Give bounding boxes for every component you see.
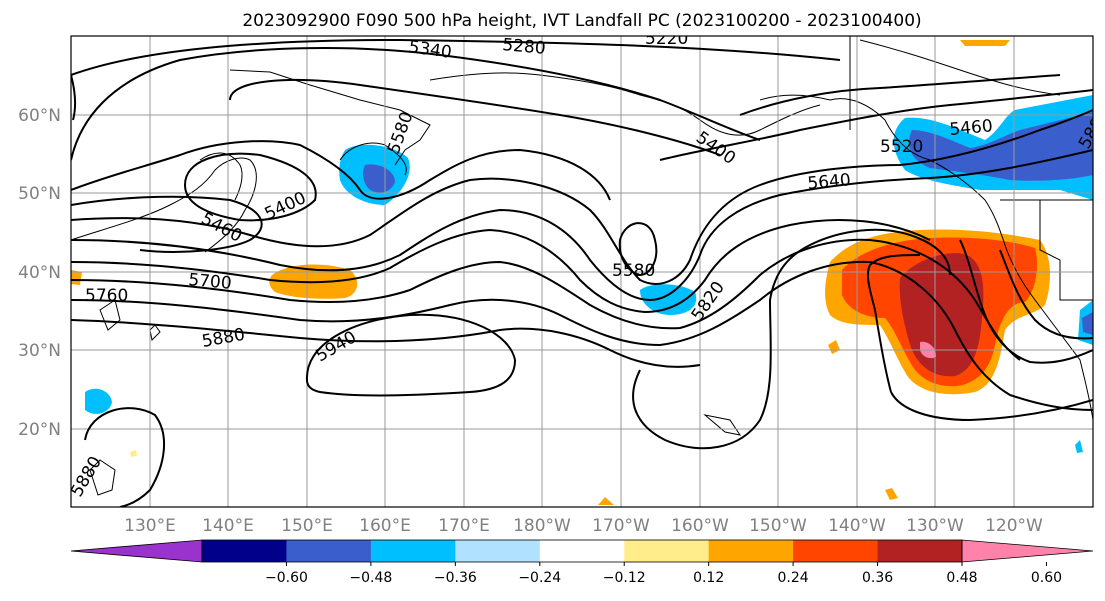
- figure-title: 2023092900 F090 500 hPa height, IVT Land…: [242, 11, 921, 31]
- lon-label-180w: 180°W: [513, 516, 571, 536]
- contour-label-5460-east: 5460: [949, 116, 994, 140]
- ivt-fill-positive-east-pacific: [598, 229, 1050, 505]
- latitude-labels: 60°N 50°N 40°N 30°N 20°N: [18, 106, 61, 440]
- colorbar-tick-label: 0.48: [946, 570, 977, 586]
- lat-label-40n: 40°N: [18, 263, 61, 283]
- lon-label-170w: 170°W: [592, 516, 650, 536]
- lat-label-50n: 50°N: [18, 184, 61, 204]
- colorbar-tick-label: −0.12: [603, 570, 646, 586]
- longitude-labels: 130°E 140°E 150°E 160°E 170°E 180°W 170°…: [124, 516, 1043, 536]
- contour-label-5700: 5700: [188, 270, 233, 294]
- ivt-fill-negative: [85, 95, 1093, 453]
- lat-label-60n: 60°N: [18, 106, 61, 126]
- colorbar-tick-label: −0.60: [265, 570, 308, 586]
- lon-label-160e: 160°E: [359, 516, 411, 536]
- colorbar-tick-label: −0.36: [434, 570, 477, 586]
- colorbar-swatch: [286, 540, 372, 562]
- lon-label-150e: 150°E: [281, 516, 333, 536]
- map-panel: 5340 5280 5220 5580 5400 5460 5400 5460 …: [71, 29, 1093, 507]
- colorbar-swatch: [539, 540, 625, 562]
- colorbar-tick-label: 0.24: [778, 570, 809, 586]
- colorbar-swatch: [370, 540, 456, 562]
- map-frame: [70, 35, 1094, 508]
- colorbar-extend-low: [70, 539, 203, 563]
- colorbar-swatch: [793, 540, 879, 562]
- colorbar-swatch: [877, 540, 963, 562]
- lon-label-160w: 160°W: [671, 516, 729, 536]
- colorbar-swatch: [624, 540, 710, 562]
- colorbar-tick-label: 0.60: [1031, 570, 1062, 586]
- lat-label-20n: 20°N: [18, 420, 61, 440]
- lon-label-170e: 170°E: [438, 516, 490, 536]
- colorbar-tick-label: −0.24: [518, 570, 561, 586]
- gridlines: [71, 36, 1093, 507]
- contour-label-5220: 5220: [645, 29, 688, 49]
- contour-label-5640: 5640: [807, 170, 852, 194]
- lon-label-130e: 130°E: [124, 516, 176, 536]
- height-contours: [71, 38, 1093, 507]
- contour-label-5280: 5280: [502, 35, 547, 59]
- colorbar-swatch: [455, 540, 541, 562]
- colorbar: −0.60 −0.48 −0.36 −0.24 −0.12 0.12 0.24 0.36 0.4…: [70, 539, 1094, 586]
- colorbar-extend-high: [961, 539, 1094, 563]
- colorbar-frame: [201, 539, 963, 563]
- lon-label-150w: 150°W: [749, 516, 807, 536]
- contour-label-5520: 5520: [880, 137, 923, 157]
- lon-label-140e: 140°E: [202, 516, 254, 536]
- contour-label-5760: 5760: [85, 286, 128, 306]
- colorbar-tick-label: 0.36: [862, 570, 893, 586]
- colorbar-swatch: [708, 540, 794, 562]
- lon-label-140w: 140°W: [828, 516, 886, 536]
- colorbar-tick-label: 0.12: [693, 570, 724, 586]
- lon-label-120w: 120°W: [985, 516, 1043, 536]
- colorbar-swatch: [202, 540, 287, 562]
- lon-label-130w: 130°W: [906, 516, 964, 536]
- lat-label-30n: 30°N: [18, 341, 61, 361]
- colorbar-tick-label: −0.48: [349, 570, 392, 586]
- contour-label-5580-mid: 5580: [612, 261, 655, 281]
